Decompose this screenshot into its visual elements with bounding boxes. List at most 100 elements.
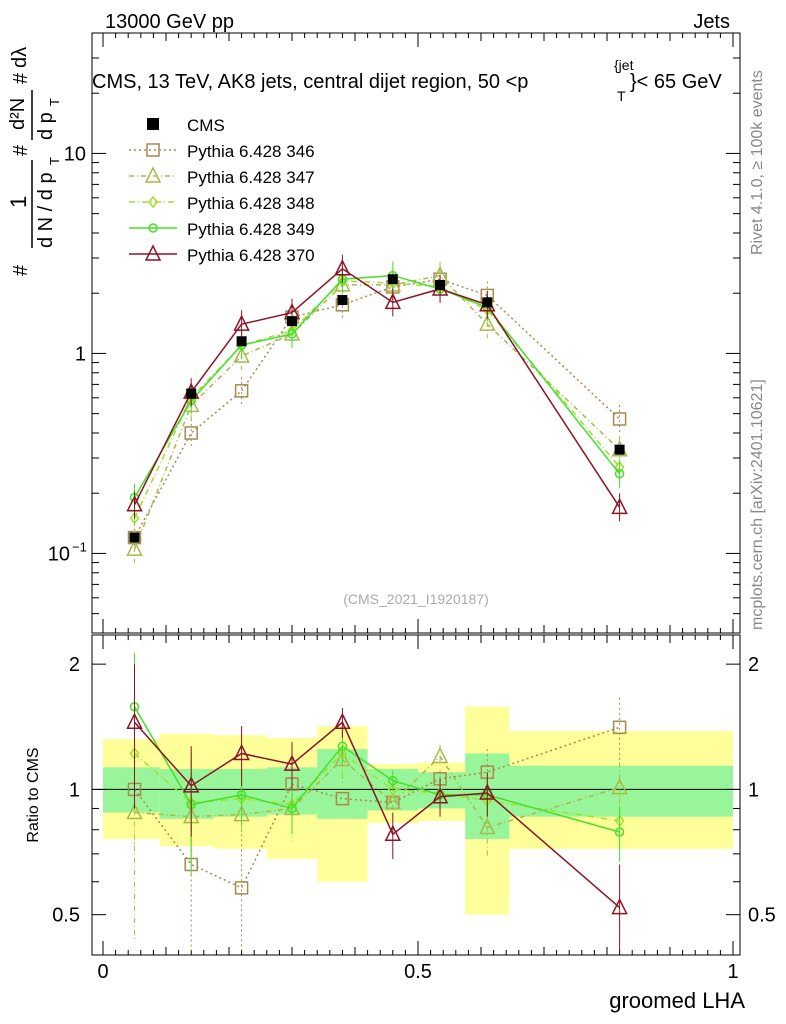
cms-data-point	[435, 279, 446, 290]
y-tick-label-ratio: 2	[69, 654, 80, 676]
series-348-point	[129, 511, 140, 525]
series-347-point	[126, 539, 143, 556]
series-349-ratio-point	[337, 741, 348, 751]
cms-data-point	[129, 532, 140, 543]
series-370-ratio-point	[233, 743, 250, 761]
y-tick-label-main: 10	[48, 543, 70, 565]
legend-marker	[146, 143, 160, 157]
series-348-line	[133, 280, 621, 519]
header-left: 13000 GeV pp	[105, 11, 234, 33]
series-347-line	[133, 274, 621, 550]
cms-data-point	[236, 336, 247, 347]
y-tick-label-ratio-right: 2	[748, 654, 759, 676]
series-347-point	[479, 314, 496, 331]
series-370-point	[611, 497, 628, 515]
x-axis-label: groomed LHA	[609, 988, 745, 1013]
title-sub: T	[617, 88, 626, 104]
series-347-ratio-point	[126, 802, 143, 820]
green-band-bin	[509, 765, 733, 817]
series-370-ratio-point	[182, 776, 200, 793]
green-band-bin	[103, 767, 160, 813]
cms-data-point	[287, 316, 297, 327]
series-349-ratio-point	[236, 790, 247, 800]
y-tick-label-ratio-right: 1	[748, 779, 759, 801]
legend-marker	[148, 223, 158, 233]
legend-label: Pythia 6.428 347	[187, 168, 315, 187]
title-sup: {jet	[614, 57, 634, 73]
series-349-point	[614, 469, 625, 479]
series-349-ratio-point	[388, 775, 398, 786]
mcplots-label: mcplots.cern.ch [arXiv:2401.10621]	[749, 379, 766, 630]
y-axis-label-ratio: Ratio to CMS	[25, 747, 42, 842]
cms-data-point	[482, 297, 493, 308]
series-346-point	[234, 384, 249, 398]
legend-marker	[144, 166, 162, 183]
title-suffix: }< 65 GeV	[630, 71, 722, 93]
series-370-ratio-point	[431, 787, 449, 804]
y-axis-label-main: # 1 d N / d p T # d²N d p T # dλ	[6, 47, 62, 276]
y-tick-label-main: 1	[75, 343, 86, 365]
ratio-plot-frame	[91, 634, 741, 956]
series-370-ratio-point	[283, 754, 301, 771]
series-370-ratio-point	[479, 783, 496, 800]
series-370-ratio-point	[334, 712, 351, 730]
legend-marker	[144, 244, 162, 261]
main-series	[126, 254, 628, 564]
series-347-ratio-point	[479, 817, 496, 835]
y-tick-label-main: 10	[64, 143, 86, 165]
analysis-watermark: (CMS_2021_I1920187)	[343, 591, 489, 607]
ylabel-one: 1	[6, 196, 31, 208]
ratio-uncertainty-bands	[103, 706, 733, 915]
series-347-ratio-point	[384, 792, 402, 810]
cms-data-point	[387, 274, 398, 285]
y-tick-label-ratio: 0.5	[52, 905, 80, 927]
series-349-ratio-point	[614, 827, 625, 837]
rivet-label: Rivet 4.1.0, ≥ 100k events	[749, 70, 766, 255]
series-370-point	[126, 495, 143, 512]
ylabel-den: d p	[35, 112, 57, 140]
series-370-point	[334, 259, 351, 276]
cms-data-point	[337, 294, 348, 305]
ylabel-den-sub: T	[47, 98, 62, 106]
series-349-ratio-point	[287, 803, 297, 814]
series-347-ratio-point	[431, 746, 449, 764]
main-plot-frame	[91, 32, 741, 634]
legend: CMS Pythia 6.428 346 Pythia 6.428 347 Pythi…	[129, 116, 315, 265]
legend-label: Pythia 6.428 348	[187, 194, 315, 213]
title-prefix: CMS, 13 TeV, AK8 jets, central dijet reg…	[92, 71, 528, 93]
plot-title: CMS, 13 TeV, AK8 jets, central dijet reg…	[92, 71, 528, 93]
y-tick-label-ratio: 1	[69, 779, 80, 801]
y-tick-label-ratio-right: 0.5	[748, 905, 776, 927]
y-tick-exponent: −1	[72, 539, 87, 554]
series-346-ratio-point	[335, 791, 350, 806]
series-347-point	[233, 346, 250, 363]
cms-data-point	[614, 444, 625, 455]
legend-label: Pythia 6.428 370	[187, 246, 315, 265]
cms-data-points	[129, 274, 625, 543]
legend-label: Pythia 6.428 349	[187, 220, 315, 239]
ylabel-num: d²N	[7, 98, 29, 130]
series-370-ratio-point	[611, 897, 628, 915]
legend-label: Pythia 6.428 346	[187, 142, 315, 161]
ylabel-dn: d N / d p	[35, 172, 57, 248]
series-370-point	[384, 292, 402, 310]
x-tick-label: 0.5	[404, 961, 432, 983]
ylabel-hash-1: #	[10, 264, 32, 276]
series-346-point	[184, 426, 198, 440]
series-370-point	[233, 314, 250, 331]
ylabel-hash-3: #	[10, 72, 32, 84]
legend-marker	[148, 195, 158, 209]
series-349-point	[287, 329, 297, 339]
series-346-ratio-point	[234, 881, 249, 895]
ylabel-hash-2: #	[10, 144, 32, 156]
ratio-series	[126, 652, 628, 951]
series-370-ratio-point	[126, 712, 143, 730]
series-346-point	[612, 412, 627, 426]
ylabel-dlambda: dλ	[9, 47, 31, 68]
series-370-ratio-point	[384, 824, 402, 842]
series-347-ratio-point	[334, 749, 351, 767]
legend-cms-marker	[147, 118, 159, 130]
ylabel-dn-sub: T	[47, 157, 62, 165]
